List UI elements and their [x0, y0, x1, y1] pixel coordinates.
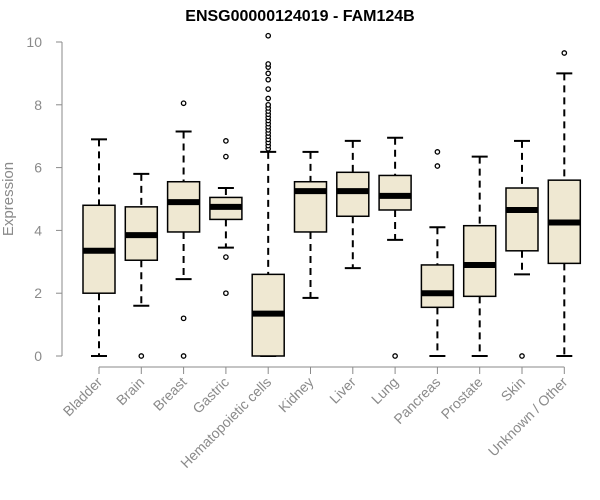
box-liver	[336, 139, 370, 270]
x-tick-label-prostate: Prostate	[438, 374, 486, 422]
box-skin	[505, 139, 539, 359]
outlier-point	[265, 76, 272, 83]
box-hematopoietic-cells	[251, 32, 285, 357]
iqr-box	[166, 180, 201, 233]
box-gastric	[209, 138, 243, 297]
iqr-box	[420, 264, 455, 309]
outlier-point	[519, 353, 525, 359]
y-tick-label-10: 10	[26, 34, 42, 50]
iqr-box	[378, 174, 412, 211]
outlier-point	[265, 86, 272, 92]
box-kidney	[293, 150, 328, 299]
box-lung	[378, 136, 412, 359]
box-pancreas	[420, 149, 455, 357]
box-unknown-other	[547, 50, 582, 357]
box-bladder	[82, 138, 116, 357]
y-tick-label-2: 2	[34, 285, 42, 301]
x-tick-label-pancreas: Pancreas	[390, 374, 443, 427]
iqr-box	[336, 171, 370, 218]
y-tick-label-4: 4	[34, 222, 42, 238]
outlier-point	[265, 95, 272, 102]
y-tick-label-6: 6	[34, 160, 42, 176]
x-tick-label-breast: Breast	[150, 374, 190, 414]
outlier-point	[180, 315, 187, 322]
iqr-box	[505, 187, 539, 252]
box-prostate	[462, 155, 497, 357]
outlier-point	[180, 100, 187, 107]
outlier-point	[392, 353, 398, 359]
outlier-point	[223, 254, 229, 260]
box-breast	[166, 100, 201, 359]
outlier-point	[265, 32, 272, 39]
outlier-point	[561, 50, 568, 56]
boxes-layer	[82, 32, 582, 359]
outlier-point	[265, 70, 272, 77]
outlier-point	[138, 353, 145, 359]
x-tick-label-lung: Lung	[368, 374, 401, 407]
x-tick-label-skin: Skin	[498, 374, 529, 405]
y-tick-label-8: 8	[34, 97, 42, 113]
outlier-point	[265, 101, 272, 108]
chart-title: ENSG00000124019 - FAM124B	[185, 8, 415, 25]
y-tick-label-0: 0	[34, 348, 42, 364]
iqr-box	[462, 224, 497, 298]
x-tick-label-kidney: Kidney	[275, 374, 317, 416]
y-axis-title: Expression	[0, 162, 17, 236]
outlier-point	[265, 61, 272, 67]
outlier-point	[434, 163, 441, 169]
box-brain	[124, 172, 159, 359]
outlier-point	[223, 290, 229, 297]
outlier-point	[434, 149, 441, 155]
x-tick-label-bladder: Bladder	[60, 374, 106, 420]
x-tick-label-brain: Brain	[113, 374, 147, 408]
outlier-point	[223, 153, 229, 160]
x-tick-label-liver: Liver	[326, 374, 359, 407]
outlier-point	[223, 138, 229, 144]
y-axis: 0 2 4 6 8 10	[26, 34, 63, 364]
x-tick-label-unknown-other: Unknown / Other	[485, 374, 571, 460]
outlier-point	[180, 353, 187, 359]
